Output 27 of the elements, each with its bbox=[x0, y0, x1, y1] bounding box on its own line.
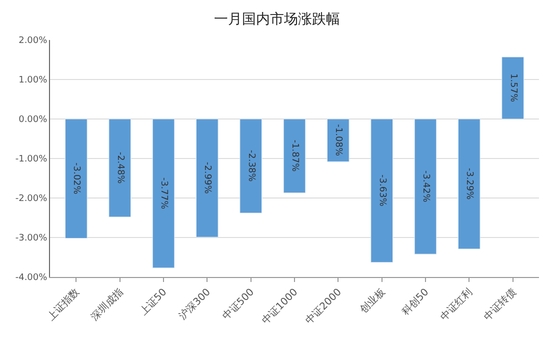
x-tick-label: 中证转债 bbox=[482, 286, 518, 323]
data-label: -3.63% bbox=[376, 174, 387, 207]
x-tick-label: 上证50 bbox=[138, 286, 170, 318]
x-tick-label: 上证指数 bbox=[45, 286, 82, 323]
x-tick-label: 深圳成指 bbox=[88, 286, 126, 323]
data-label: -2.38% bbox=[246, 150, 256, 182]
x-tick-label: 科创50 bbox=[400, 286, 432, 318]
chart-title: 一月国内市场涨跌幅 bbox=[214, 11, 340, 28]
x-tick-label: 中证红利 bbox=[438, 286, 475, 323]
data-label: -1.87% bbox=[290, 140, 300, 172]
y-tick-label: -4.00% bbox=[15, 273, 48, 284]
data-label: -3.29% bbox=[464, 168, 474, 200]
data-label: -3.42% bbox=[420, 170, 430, 203]
data-label: -3.02% bbox=[71, 162, 82, 195]
y-tick-label: -3.00% bbox=[15, 234, 48, 244]
y-tick-label: -2.00% bbox=[15, 194, 48, 204]
data-label: -1.08% bbox=[333, 124, 344, 156]
y-tick-label: 1.00% bbox=[18, 76, 48, 86]
y-tick-label: -1.00% bbox=[15, 154, 48, 165]
data-label: -3.77% bbox=[158, 177, 169, 210]
data-label: -2.48% bbox=[114, 152, 125, 184]
x-tick-label: 沪深300 bbox=[176, 286, 213, 322]
data-label: -2.99% bbox=[202, 162, 212, 194]
y-tick-label: 2.00% bbox=[18, 36, 48, 46]
x-tick-label: 创业板 bbox=[358, 286, 388, 316]
data-label: 1.57% bbox=[508, 73, 518, 103]
y-tick-label: 0.00% bbox=[18, 115, 48, 126]
